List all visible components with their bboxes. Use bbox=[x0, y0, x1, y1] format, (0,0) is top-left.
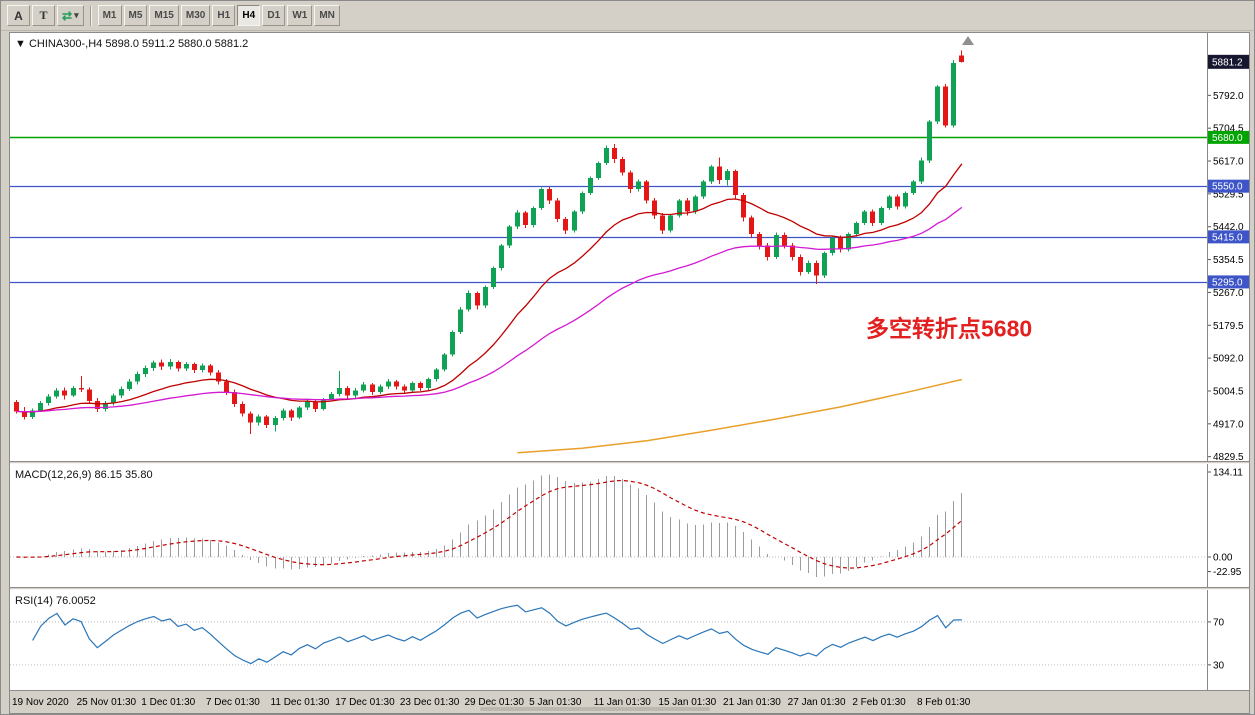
ma-slow-line bbox=[517, 378, 963, 454]
price-tick-label: 5092.0 bbox=[1213, 354, 1244, 365]
macd-tick-label: 134.11 bbox=[1213, 468, 1243, 479]
time-axis-label: 5 Jan 01:30 bbox=[529, 697, 582, 708]
chart-background bbox=[10, 33, 1249, 690]
time-axis-label: 29 Dec 01:30 bbox=[464, 697, 524, 708]
chart-shift-marker-icon[interactable] bbox=[962, 36, 974, 45]
price-axis: 5792.0 5704.5 5617.0 5529.5 5442.0 5354.5 5267… bbox=[1208, 54, 1249, 463]
level-price-label: 5680.0 bbox=[1212, 133, 1243, 144]
ma-mid-line bbox=[16, 206, 963, 413]
toolbar: A T ⇄ ▾ M1 M5 M15 M30 H1 H4 D1 W1 MN bbox=[1, 1, 1254, 31]
time-axis-label: 8 Feb 01:30 bbox=[917, 697, 971, 708]
time-axis-label: 19 Nov 2020 bbox=[12, 697, 69, 708]
price-tick-label: 5354.5 bbox=[1213, 255, 1244, 266]
macd-histogram bbox=[24, 474, 962, 577]
timeframe-MN[interactable]: MN bbox=[314, 5, 340, 26]
dropdown-caret-icon: ▾ bbox=[74, 10, 79, 20]
rsi-tick-label: 70 bbox=[1213, 617, 1225, 628]
time-axis bbox=[10, 690, 1249, 713]
level-price-label: 5295.0 bbox=[1212, 277, 1243, 288]
pane-divider[interactable] bbox=[10, 461, 1249, 464]
text-tool-button[interactable]: T bbox=[32, 5, 55, 26]
current-price-label: 5881.2 bbox=[1212, 57, 1243, 68]
timeframe-M15[interactable]: M15 bbox=[149, 5, 179, 26]
timeframe-D1[interactable]: D1 bbox=[262, 5, 286, 26]
timeframe-H4[interactable]: H4 bbox=[237, 5, 261, 26]
time-axis-label: 7 Dec 01:30 bbox=[206, 697, 260, 708]
macd-label: MACD(12,26,9) 86.15 35.80 bbox=[15, 469, 153, 481]
macd-signal-line bbox=[16, 479, 963, 569]
price-tick-label: 5617.0 bbox=[1213, 157, 1244, 168]
price-tick-label: 5179.5 bbox=[1213, 321, 1244, 332]
chart-canvas[interactable]: ▼ CHINA300-,H4 5898.0 5911.2 5880.0 5881… bbox=[10, 33, 1249, 713]
time-axis-label: 11 Dec 01:30 bbox=[271, 697, 330, 708]
timeframe-M1[interactable]: M1 bbox=[97, 5, 122, 26]
time-axis-label: 11 Jan 01:30 bbox=[594, 697, 652, 708]
price-tick-label: 5529.5 bbox=[1213, 189, 1244, 200]
timeframe-M5[interactable]: M5 bbox=[123, 5, 148, 26]
chart-area[interactable]: ▼ CHINA300-,H4 5898.0 5911.2 5880.0 5881… bbox=[9, 32, 1250, 714]
annotation-text: 多空转折点5680 bbox=[866, 315, 1032, 341]
current-price-box bbox=[1208, 54, 1249, 69]
time-axis-label: 1 Dec 01:30 bbox=[141, 697, 195, 708]
timeframe-H1[interactable]: H1 bbox=[212, 5, 236, 26]
price-tick-label: 5792.0 bbox=[1213, 91, 1244, 102]
rsi-label: RSI(14) 76.0052 bbox=[15, 595, 96, 607]
time-axis-label: 15 Jan 01:30 bbox=[658, 697, 716, 708]
time-axis-label: 2 Feb 01:30 bbox=[852, 697, 906, 708]
ma-fast-line bbox=[16, 163, 963, 413]
toolbar-separator bbox=[89, 5, 92, 26]
rsi-line bbox=[32, 604, 962, 665]
chart-legend: ▼ CHINA300-,H4 5898.0 5911.2 5880.0 5881… bbox=[15, 38, 248, 50]
cycle-arrows-icon: ⇄ bbox=[62, 8, 73, 23]
cursor-tool-button[interactable]: A bbox=[7, 5, 30, 26]
time-axis-label: 17 Dec 01:30 bbox=[335, 697, 395, 708]
time-axis-label: 25 Nov 01:30 bbox=[77, 697, 137, 708]
time-axis-label: 21 Jan 01:30 bbox=[723, 697, 781, 708]
price-tick-label: 5004.5 bbox=[1213, 386, 1244, 397]
pane-divider[interactable] bbox=[10, 587, 1249, 590]
macd-tick-label: 0.00 bbox=[1213, 553, 1233, 564]
level-price-label: 5415.0 bbox=[1212, 232, 1243, 243]
level-price-label: 5550.0 bbox=[1212, 182, 1243, 193]
chart-style-button[interactable]: ⇄ ▾ bbox=[57, 5, 84, 26]
candlestick-series bbox=[14, 50, 964, 434]
time-axis-label: 27 Jan 01:30 bbox=[788, 697, 846, 708]
price-tick-label: 5267.0 bbox=[1213, 288, 1244, 299]
timeframe-M30[interactable]: M30 bbox=[180, 5, 211, 26]
h-scrollbar-handle[interactable] bbox=[480, 707, 710, 711]
price-tick-label: 4829.5 bbox=[1213, 452, 1244, 463]
time-axis-label: 23 Dec 01:30 bbox=[400, 697, 460, 708]
price-tick-label: 4917.0 bbox=[1213, 419, 1244, 430]
timeframe-W1[interactable]: W1 bbox=[287, 5, 313, 26]
price-tick-label: 5704.5 bbox=[1213, 124, 1244, 135]
level-lines bbox=[10, 136, 1207, 284]
rsi-tick-label: 30 bbox=[1213, 660, 1225, 671]
price-tick-label: 5442.0 bbox=[1213, 222, 1244, 233]
timeframe-group: M1 M5 M15 M30 H1 H4 D1 W1 MN bbox=[97, 5, 341, 26]
macd-tick-label: -22.95 bbox=[1213, 567, 1242, 578]
